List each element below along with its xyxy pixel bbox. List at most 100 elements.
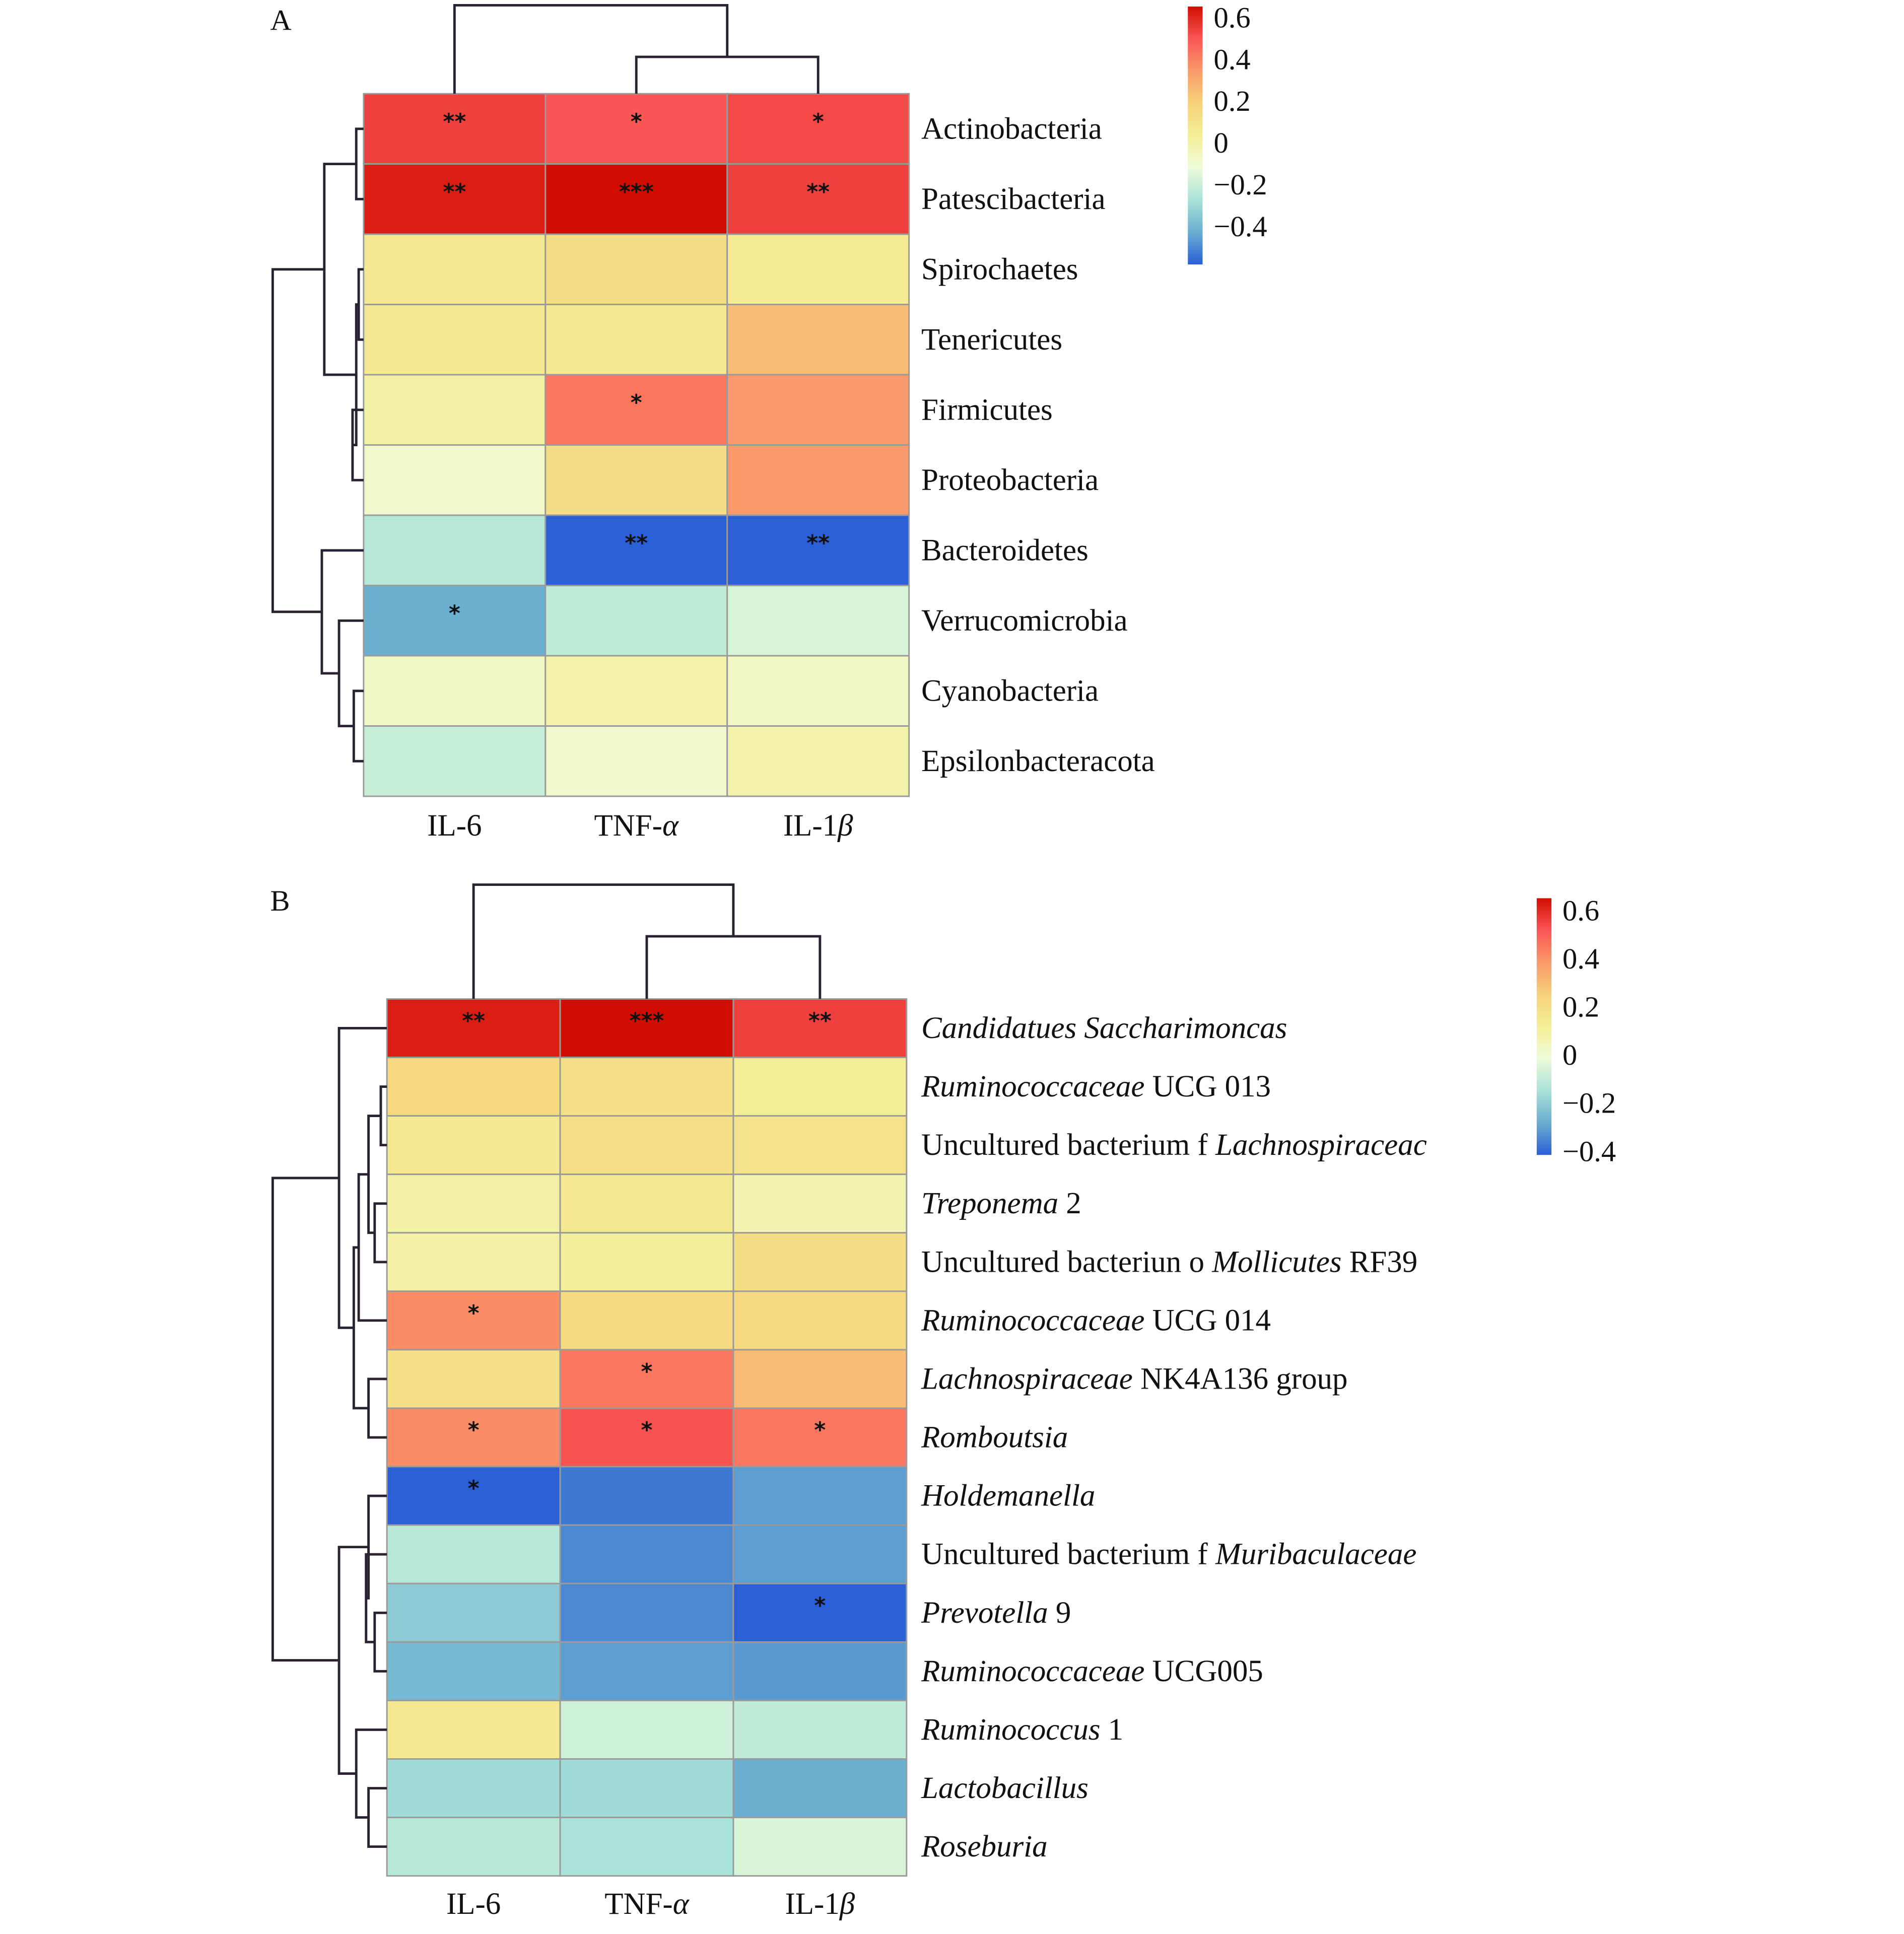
heatmap-cell (732, 1057, 908, 1117)
significance-mark: * (468, 1476, 480, 1501)
label-segment: Muribaculaceae (1215, 1538, 1416, 1571)
label-segment: α (662, 809, 679, 843)
label-segment: UCG 013 (1144, 1070, 1271, 1103)
significance-mark: * (468, 1300, 480, 1326)
label-segment: Uncultured bacteriun o (921, 1245, 1212, 1279)
colorbar-tick-label: 0.2 (1562, 991, 1599, 1023)
colorbar-tick-label: 0 (1562, 1039, 1577, 1071)
heatmap-cell (559, 1582, 734, 1643)
heatmap-cell (732, 1115, 908, 1176)
heatmap-cell (545, 655, 728, 727)
row-dendrogram-link (355, 1729, 387, 1819)
row-dendrogram-link (367, 1377, 387, 1439)
row-dendrogram-link (379, 1085, 387, 1147)
panel-a: A ** * *** *** ***** ***ActinobacteriaPatesci… (270, 1, 1267, 843)
heatmap-cell (726, 304, 910, 376)
significance-mark: * (812, 109, 824, 134)
label-segment: TNF- (604, 1887, 672, 1921)
heatmap-cell (559, 1349, 734, 1409)
heatmap-cell (386, 1817, 561, 1877)
colorbar-tick-label: 0 (1213, 126, 1228, 159)
label-segment: Bacteroidetes (921, 533, 1089, 567)
heatmap-cell (559, 1057, 734, 1117)
row-dendrogram-link (337, 1546, 369, 1775)
label-segment: Ruminococcaceae (921, 1654, 1144, 1688)
colorbar-tick-label: −0.2 (1213, 168, 1267, 201)
significance-mark: * (631, 109, 642, 134)
heatmap-cell (363, 163, 547, 235)
row-dendrogram-link (352, 1246, 369, 1410)
heatmap-cell (363, 93, 547, 165)
row-dendrogram-link (337, 1027, 387, 1329)
significance-mark: * (641, 1417, 653, 1443)
heatmap-cell (545, 93, 728, 165)
colorbar (1536, 898, 1552, 1155)
label-segment: UCG005 (1144, 1654, 1263, 1688)
label-segment: Lactobacillus (921, 1771, 1089, 1805)
heatmap-cell (726, 655, 910, 727)
row-dendrogram-link (357, 268, 364, 341)
panel-label-b: B (270, 884, 290, 917)
heatmap-cell (545, 233, 728, 306)
column-label: IL-6 (446, 1887, 501, 1921)
colorbar-tick-label: 0.4 (1562, 942, 1599, 975)
heatmap-cell (363, 304, 547, 376)
significance-mark: ** (625, 530, 648, 556)
heatmap-cell (545, 725, 728, 797)
row-dendrogram-link (337, 619, 364, 727)
heatmap-cell (559, 1173, 734, 1234)
row-label: Verrucomicrobia (921, 604, 1128, 638)
heatmap-cell (732, 1641, 908, 1701)
label-segment: Uncultured bacterium f (921, 1128, 1215, 1162)
colorbar-tick-label: 0.6 (1213, 1, 1250, 34)
label-segment: Proteobacteria (921, 463, 1099, 497)
label-segment: Cyanobacteria (921, 674, 1099, 708)
label-segment: Lachnospiraceac (1215, 1128, 1427, 1162)
heatmap-cell (386, 1641, 561, 1701)
heatmap-cell (726, 585, 910, 657)
heatmap-cell (559, 1290, 734, 1351)
heatmap-cell (559, 1758, 734, 1819)
label-segment: 1 (1100, 1713, 1123, 1747)
row-dendrogram-link (366, 1494, 387, 1600)
label-segment: IL-1 (783, 809, 838, 843)
column-dendrogram-link (453, 4, 729, 94)
colorbar-tick-label: −0.2 (1562, 1087, 1616, 1120)
column-label: TNF-α (604, 1887, 689, 1921)
label-segment: IL-6 (446, 1887, 501, 1921)
heatmap-cell (732, 1173, 908, 1234)
panel-b: B ** *** ***** * ***Candidatues Saccharimonc… (270, 883, 1616, 1921)
heatmap-cell (726, 444, 910, 516)
significance-mark: *** (630, 1008, 664, 1033)
significance-mark: * (814, 1593, 826, 1618)
heatmap-cell (732, 1232, 908, 1292)
heatmap-cell (386, 1699, 561, 1760)
label-segment: Uncultured bacterium f (921, 1538, 1215, 1571)
heatmap-cell (386, 1115, 561, 1176)
heatmap-cell (545, 304, 728, 376)
significance-mark: * (641, 1359, 653, 1385)
row-dendrogram-link (357, 1173, 387, 1322)
row-label: Ruminococcaceae UCG 013 (921, 1070, 1271, 1103)
column-label: IL-6 (427, 809, 482, 843)
significance-mark: * (814, 1417, 826, 1443)
significance-mark: * (631, 390, 642, 416)
row-dendrogram-link (373, 1202, 387, 1264)
row-dendrogram-link (367, 1787, 387, 1848)
heatmap-cell (386, 1173, 561, 1234)
column-dendrogram-link (635, 55, 820, 94)
row-label: Roseburia (921, 1830, 1048, 1863)
row-dendrogram-link (320, 549, 364, 675)
row-dendrogram-link (355, 127, 364, 200)
column-label: TNF-α (594, 809, 679, 843)
row-label: Candidatues Saccharimoncas (921, 1011, 1287, 1045)
label-segment: β (839, 1887, 855, 1921)
label-segment: Holdemanella (921, 1479, 1095, 1513)
label-segment: TNF- (594, 809, 662, 843)
row-dendrogram-link (352, 689, 364, 763)
row-label: Epsilonbacteracota (921, 744, 1155, 778)
column-label: IL-1β (785, 1887, 855, 1921)
heatmap-cell (732, 1699, 908, 1760)
label-segment: Actinobacteria (921, 112, 1102, 146)
row-label: Patescibacteria (921, 182, 1106, 216)
